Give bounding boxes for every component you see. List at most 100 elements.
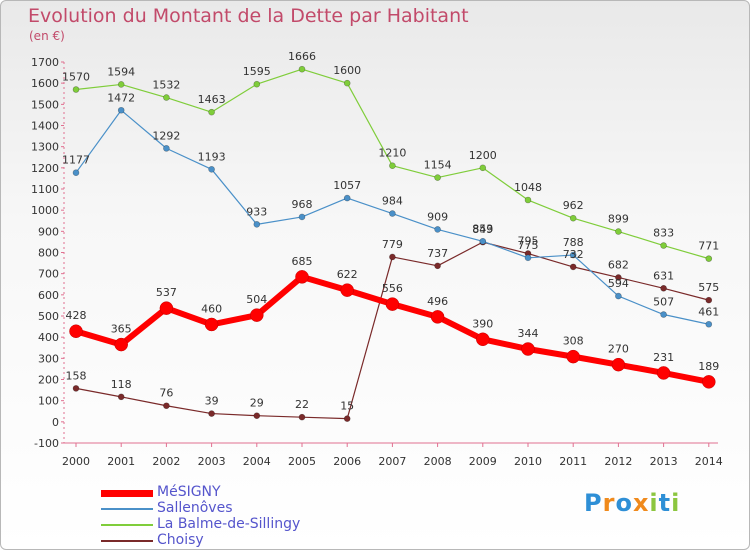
data-point bbox=[295, 270, 309, 284]
data-point bbox=[385, 297, 400, 311]
data-point bbox=[702, 375, 716, 389]
data-point bbox=[521, 342, 535, 356]
x-tick-label: 2012 bbox=[604, 455, 632, 468]
chart-unit-label: (en €) bbox=[29, 29, 65, 43]
data-label: 685 bbox=[292, 255, 313, 268]
data-label: 1048 bbox=[514, 181, 542, 194]
y-tick-label: 1200 bbox=[31, 162, 59, 175]
data-label: 1472 bbox=[107, 91, 135, 104]
data-label: 1193 bbox=[198, 150, 226, 163]
data-label: 118 bbox=[111, 378, 132, 391]
data-label: 682 bbox=[608, 258, 629, 271]
data-label: 308 bbox=[563, 335, 584, 348]
logo-letter: x bbox=[632, 489, 650, 517]
x-tick-label: 2005 bbox=[288, 455, 316, 468]
data-point bbox=[69, 324, 83, 338]
data-point bbox=[434, 226, 441, 233]
data-point bbox=[611, 357, 626, 372]
logo-letter: o bbox=[615, 489, 633, 517]
data-point bbox=[705, 255, 713, 262]
data-label: 15 bbox=[340, 400, 354, 413]
data-label: 22 bbox=[295, 398, 309, 411]
x-tick-label: 2007 bbox=[378, 455, 406, 468]
logo-letter: P bbox=[584, 489, 603, 517]
data-point bbox=[434, 262, 441, 270]
data-label: 461 bbox=[698, 305, 719, 318]
data-point bbox=[208, 410, 215, 417]
data-point bbox=[250, 308, 264, 322]
data-label: 984 bbox=[382, 195, 403, 208]
data-point bbox=[298, 65, 306, 73]
data-point bbox=[117, 393, 125, 401]
data-label: 158 bbox=[66, 369, 87, 382]
data-label: 968 bbox=[292, 198, 313, 211]
data-point bbox=[343, 194, 351, 202]
data-label: 933 bbox=[246, 205, 267, 218]
data-point bbox=[660, 242, 667, 249]
data-label: 788 bbox=[563, 236, 584, 249]
x-tick-label: 2013 bbox=[650, 455, 678, 468]
data-label: 1177 bbox=[62, 154, 90, 167]
data-label: 1666 bbox=[288, 50, 316, 63]
data-point bbox=[569, 263, 577, 271]
data-label: 1210 bbox=[378, 147, 406, 160]
data-point bbox=[159, 301, 174, 315]
data-label: 428 bbox=[66, 309, 87, 322]
data-label: 1463 bbox=[198, 93, 226, 106]
data-point bbox=[430, 310, 445, 324]
data-label: 189 bbox=[698, 360, 719, 373]
x-tick-label: 2011 bbox=[559, 455, 587, 468]
data-label: 344 bbox=[518, 327, 539, 340]
data-label: 622 bbox=[337, 268, 358, 281]
data-label: 737 bbox=[427, 247, 448, 260]
data-label: 1594 bbox=[107, 65, 135, 78]
x-tick-label: 2000 bbox=[62, 455, 90, 468]
data-label: 795 bbox=[518, 235, 539, 248]
data-label: 631 bbox=[653, 269, 674, 282]
data-label: 390 bbox=[472, 317, 493, 330]
data-point bbox=[208, 166, 215, 173]
y-tick-label: 800 bbox=[38, 247, 59, 260]
x-tick-label: 2010 bbox=[514, 455, 542, 468]
x-tick-label: 2009 bbox=[469, 455, 497, 468]
y-tick-label: 1000 bbox=[31, 204, 59, 217]
x-tick-label: 2002 bbox=[152, 455, 180, 468]
data-point bbox=[479, 237, 487, 245]
data-label: 76 bbox=[159, 387, 173, 400]
data-label: 1154 bbox=[424, 159, 452, 172]
data-point bbox=[566, 349, 580, 364]
data-label: 775 bbox=[518, 239, 539, 252]
data-point bbox=[343, 415, 351, 422]
data-point bbox=[253, 80, 261, 88]
data-point bbox=[434, 174, 441, 181]
data-point bbox=[615, 274, 622, 281]
data-point bbox=[253, 221, 261, 228]
data-point bbox=[389, 162, 396, 170]
data-point bbox=[615, 228, 622, 235]
data-label: 1595 bbox=[243, 65, 271, 78]
logo-letter: i bbox=[671, 489, 681, 517]
data-point bbox=[340, 283, 354, 297]
logo-letter: r bbox=[602, 489, 616, 517]
legend-swatch bbox=[101, 508, 153, 510]
data-label: 594 bbox=[608, 277, 629, 290]
data-label: 1057 bbox=[333, 179, 361, 192]
data-point bbox=[298, 213, 306, 221]
data-label: 899 bbox=[608, 213, 629, 226]
data-label: 1570 bbox=[62, 71, 90, 84]
data-point bbox=[253, 412, 261, 419]
data-point bbox=[204, 317, 219, 332]
data-point bbox=[72, 169, 80, 177]
proxiti-logo: Proxiti bbox=[584, 489, 680, 517]
data-label: 556 bbox=[382, 282, 403, 295]
data-label: 1532 bbox=[152, 79, 180, 92]
data-label: 833 bbox=[653, 227, 674, 240]
series-layer bbox=[69, 65, 716, 422]
data-point bbox=[615, 292, 622, 300]
data-label: 1292 bbox=[152, 129, 180, 142]
data-label: 507 bbox=[653, 296, 674, 309]
data-label: 575 bbox=[698, 281, 719, 294]
data-point bbox=[117, 81, 125, 88]
